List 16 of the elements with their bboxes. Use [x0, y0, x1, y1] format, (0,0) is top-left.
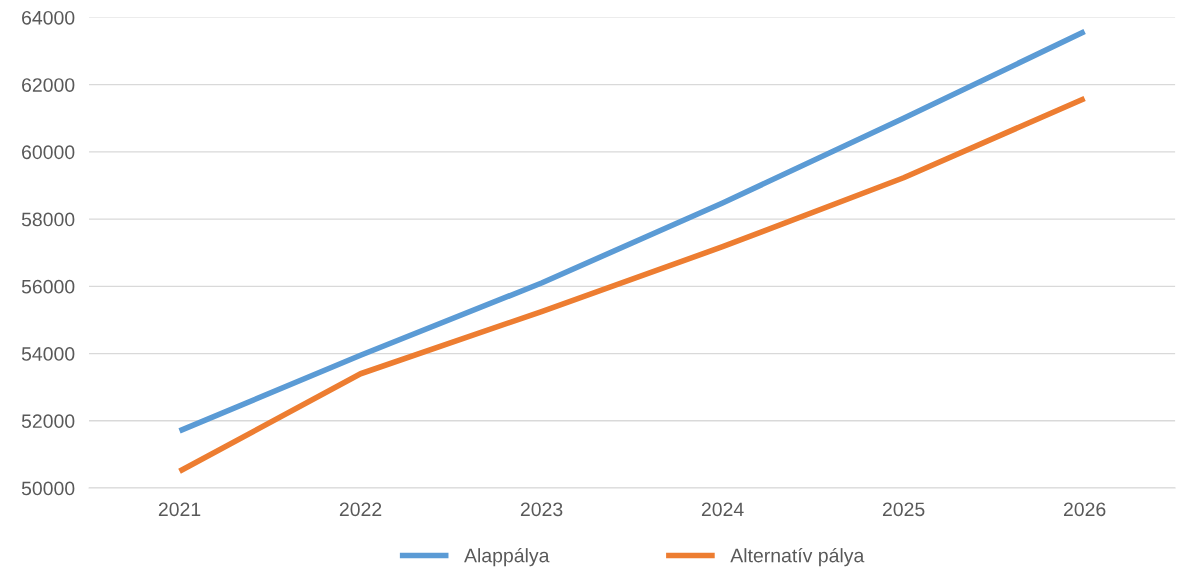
y-tick-label: 54000: [21, 347, 75, 361]
y-tick-label: 60000: [22, 145, 75, 160]
x-tick-label: 2024: [701, 502, 744, 517]
x-tick-label: 2022: [339, 502, 382, 517]
legend-label: Alternatív pálya: [730, 547, 865, 567]
y-tick-label: 50000: [21, 481, 75, 496]
x-tick-label: 2021: [158, 502, 201, 517]
x-tick-label: 2025: [882, 502, 925, 517]
y-tick-label: 64000: [22, 10, 75, 25]
y-tick-label: 58000: [21, 212, 75, 227]
x-tick-label: 2023: [520, 502, 563, 517]
y-tick-label: 52000: [21, 414, 75, 429]
y-tick-label: 56000: [21, 279, 75, 294]
legend-label: Alappálya: [464, 547, 550, 567]
y-tick-label: 62000: [22, 78, 75, 92]
x-tick-label: 2026: [1063, 502, 1106, 517]
